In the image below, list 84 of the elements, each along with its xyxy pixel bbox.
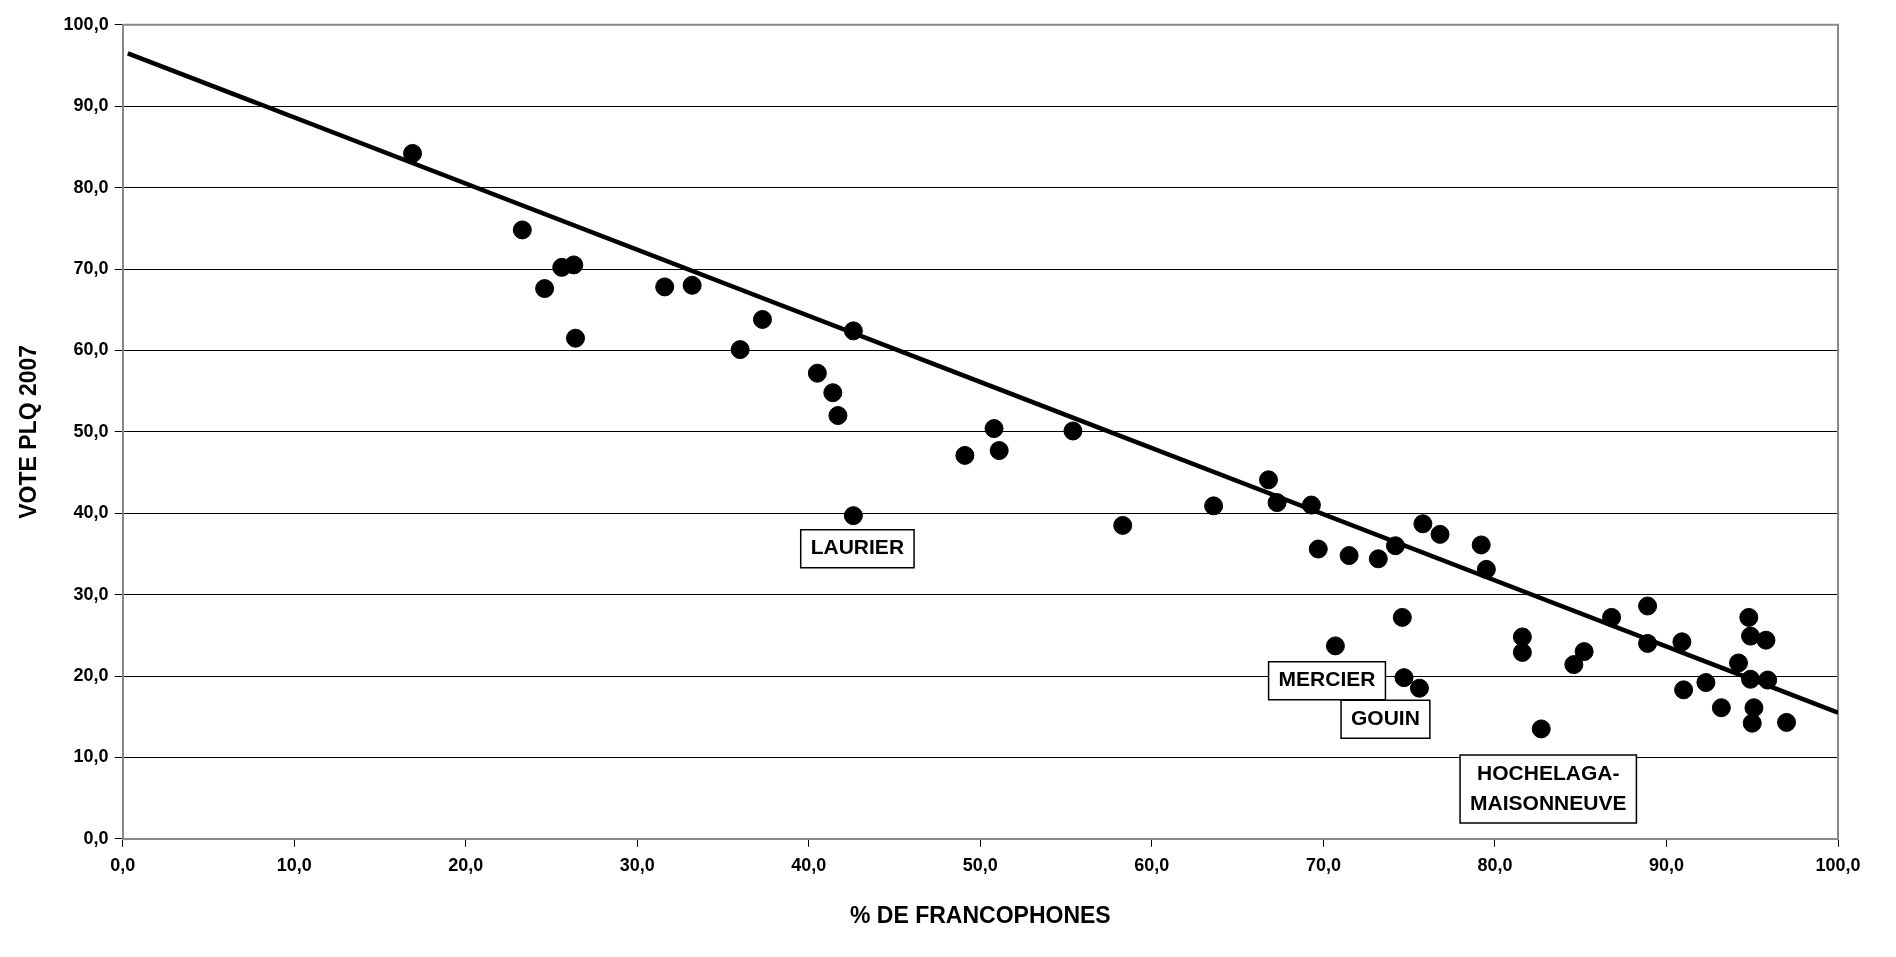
x-tick-label: 70,0: [1305, 854, 1341, 875]
point: [1741, 626, 1761, 646]
point: [1674, 680, 1694, 700]
point: [535, 279, 555, 299]
point: [512, 220, 532, 240]
point: [564, 255, 584, 275]
annotation: LAURIER: [810, 535, 905, 559]
point: [1741, 669, 1761, 689]
point: [1531, 719, 1551, 739]
point: [1259, 470, 1278, 490]
point: [682, 275, 702, 295]
point: [1638, 596, 1658, 616]
y-tick-label: 90,0: [73, 95, 109, 116]
annotation: HOCHELAGA- MAISONNEUVE: [1470, 760, 1627, 814]
x-tick-label: 30,0: [619, 854, 655, 875]
point: [1339, 546, 1359, 566]
point: [1385, 536, 1405, 556]
point: [655, 277, 675, 297]
y-tick-label: 70,0: [73, 257, 109, 278]
x-tick-label: 20,0: [448, 854, 484, 875]
point: [730, 340, 750, 360]
point: [1301, 495, 1321, 515]
x-tick-label: 50,0: [962, 854, 998, 875]
y-tick-label: 40,0: [73, 502, 109, 523]
point: [1711, 698, 1731, 718]
y-tick-label: 0,0: [83, 827, 109, 848]
point: [1638, 633, 1658, 653]
annotation: GOUIN: [1351, 706, 1420, 730]
y-tick-label: 80,0: [73, 176, 109, 197]
point: [1739, 607, 1759, 627]
point: [1267, 493, 1287, 513]
point: [843, 321, 863, 341]
point: [1368, 549, 1388, 569]
point: [1430, 524, 1450, 544]
x-tick-label: 100,0: [1815, 854, 1861, 875]
point: [1392, 607, 1412, 627]
x-tick-label: 10,0: [276, 854, 312, 875]
point: [1756, 630, 1776, 650]
point: [828, 406, 848, 426]
point: [1476, 559, 1496, 579]
point: [1729, 653, 1749, 673]
point: [403, 143, 423, 163]
point: [752, 309, 772, 329]
point: [1063, 421, 1083, 441]
y-tick-label: 20,0: [73, 664, 109, 685]
point: [566, 328, 585, 348]
point: [1696, 673, 1716, 693]
x-tick-label: 40,0: [791, 854, 827, 875]
point: [989, 441, 1009, 461]
point: [807, 363, 827, 383]
point: [1409, 678, 1429, 698]
point: [1113, 515, 1133, 535]
point: [1413, 514, 1433, 534]
y-tick-label: 100,0: [63, 13, 109, 34]
point: [984, 419, 1004, 439]
point: [1672, 632, 1692, 652]
point: [1777, 712, 1797, 732]
point: [843, 506, 863, 526]
point: [1574, 642, 1594, 662]
annotation: MERCIER: [1278, 667, 1376, 691]
point: [1602, 607, 1622, 627]
y-tick-label: 60,0: [73, 339, 109, 360]
y-tick-label: 10,0: [73, 746, 109, 767]
x-tick-label: 80,0: [1477, 854, 1513, 875]
point: [1394, 668, 1414, 688]
y-tick-label: 30,0: [73, 583, 109, 604]
x-tick-label: 0,0: [110, 854, 136, 875]
point: [823, 383, 843, 403]
point: [1758, 670, 1778, 690]
x-tick-label: 90,0: [1648, 854, 1684, 875]
point: [1744, 698, 1764, 718]
y-axis-title: VOTE PLQ 2007: [15, 344, 42, 519]
point: [1742, 713, 1762, 733]
point: [955, 445, 975, 465]
point: [1512, 627, 1532, 647]
x-axis-title: % DE FRANCOPHONES: [849, 901, 1111, 928]
point: [1325, 636, 1345, 656]
y-tick-label: 50,0: [73, 420, 109, 441]
point: [1471, 535, 1491, 555]
x-tick-label: 60,0: [1134, 854, 1170, 875]
point: [1512, 642, 1532, 662]
point: [1308, 539, 1328, 559]
point: [1564, 655, 1584, 675]
point: [1204, 496, 1224, 516]
